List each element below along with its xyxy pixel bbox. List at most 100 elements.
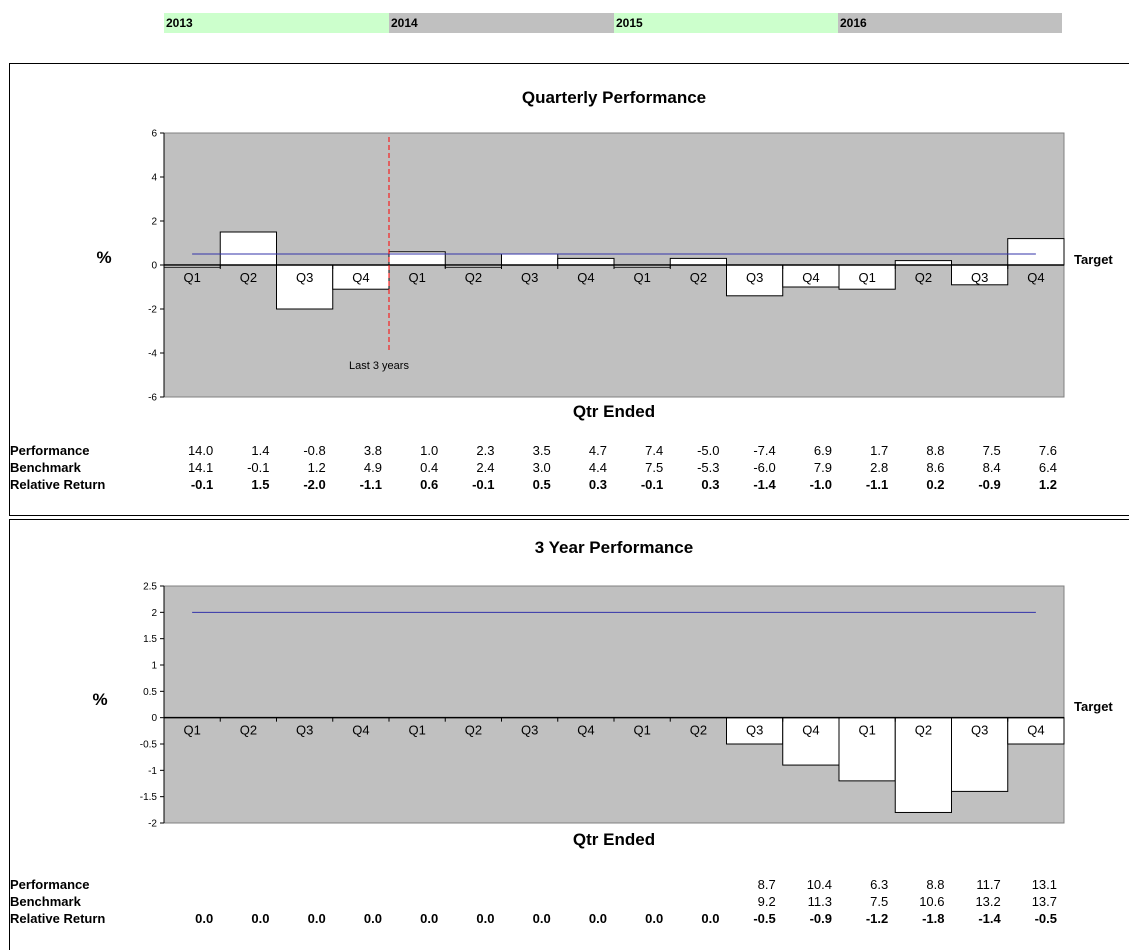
- x-tick-label: Q4: [577, 270, 594, 285]
- table-cell: 8.6: [926, 460, 945, 475]
- y-tick-label: -2: [148, 819, 157, 830]
- y-tick-label: 0.5: [143, 687, 157, 698]
- row-label: Performance: [10, 877, 90, 892]
- x-tick-label: Q3: [746, 270, 763, 285]
- y-tick-label: 2: [151, 608, 157, 619]
- table-cell: 1.2: [1038, 477, 1057, 492]
- bar: [838, 717, 896, 782]
- table-cell: -0.9: [978, 477, 1001, 492]
- row-label: Relative Return: [10, 477, 106, 492]
- table-cell: 6.9: [813, 443, 832, 458]
- chart-title: 3 Year Performance: [535, 538, 693, 557]
- table-cell: 4.9: [363, 460, 382, 475]
- row-label: Benchmark: [10, 894, 81, 909]
- x-tick-label: Q3: [746, 723, 763, 738]
- x-axis-label: Qtr Ended: [573, 830, 655, 849]
- x-tick-label: Q4: [802, 270, 819, 285]
- x-tick-label: Q3: [296, 723, 313, 738]
- quarterly-performance-chart: Quarterly Performance 6 4 2 0 -2 -4 -6% Q1 Q2 Q3 Q4…: [96, 88, 1113, 421]
- table-cell: -0.1: [190, 477, 214, 492]
- x-tick-label: Q4: [1027, 270, 1044, 285]
- table-cell: 6.4: [1038, 460, 1057, 475]
- x-tick-label: Q1: [408, 270, 425, 285]
- table-cell: 0.0: [363, 911, 382, 926]
- table-row: Performance 14.0 1.4 -0.8 3.8 1.0 2.3 3.5 4.7 7.4…: [10, 442, 1129, 459]
- table-cell: 6.3: [870, 877, 889, 892]
- x-tick-label: Q4: [352, 723, 369, 738]
- table-cell: 8.8: [926, 877, 945, 892]
- table-cell: 8.7: [757, 877, 776, 892]
- y-tick-label: -1: [148, 766, 157, 777]
- y-tick-label: 0: [151, 261, 157, 272]
- table-cell: 0.3: [588, 477, 607, 492]
- table-cell: 3.8: [363, 443, 382, 458]
- table-cell: 7.5: [870, 894, 889, 909]
- chart-title: Quarterly Performance: [522, 88, 706, 107]
- x-tick-label: Q1: [183, 723, 200, 738]
- table-cell: -7.4: [753, 443, 776, 458]
- x-tick-label: Q2: [690, 270, 707, 285]
- table-cell: 13.7: [1031, 894, 1057, 909]
- table-row: Relative Return -0.1 1.5 -2.0 -1.1 0.6 -0.1 0.5…: [10, 476, 1129, 493]
- y-tick-label: 4: [151, 173, 157, 184]
- table-cell: 13.2: [975, 894, 1001, 909]
- bar: [501, 253, 559, 266]
- table-cell: -0.1: [640, 477, 664, 492]
- x-tick-label: Q2: [915, 270, 932, 285]
- table-cell: -1.0: [809, 477, 832, 492]
- table-cell: 0.5: [532, 477, 551, 492]
- bar: [782, 717, 840, 766]
- table-cell: 10.6: [919, 894, 945, 909]
- y-tick-label: 0: [151, 713, 157, 724]
- year-cell-2013: 2013: [164, 13, 389, 33]
- table-cell: -0.5: [1034, 911, 1057, 926]
- table-cell: 1.4: [251, 443, 270, 458]
- x-tick-label: Q2: [465, 723, 482, 738]
- bar: [219, 231, 277, 266]
- x-tick-label: Q4: [802, 723, 819, 738]
- table-cell: 8.4: [982, 460, 1001, 475]
- y-axis-label: %: [96, 248, 111, 267]
- table-cell: -1.4: [978, 911, 1001, 926]
- table-cell: 14.1: [187, 460, 214, 475]
- target-label: Target: [1074, 699, 1113, 714]
- table-cell: -5.3: [697, 460, 720, 475]
- table-cell: 11.3: [807, 894, 832, 909]
- table-row: Benchmark 9.2 11.3 7.5 10.6 13.2 13.7: [10, 893, 1129, 910]
- y-axis-label: %: [92, 690, 107, 709]
- table-row: Performance 8.7 10.4 6.3 8.8 11.7 13.1: [10, 876, 1129, 893]
- year-header: 2013 2014 2015 2016: [164, 13, 1062, 33]
- x-tick-label: Q2: [690, 723, 707, 738]
- table-cell: 0.0: [588, 911, 607, 926]
- table-cell: 8.8: [926, 443, 945, 458]
- table-cell: 0.6: [420, 477, 439, 492]
- table-cell: 1.2: [307, 460, 326, 475]
- row-label: Performance: [10, 443, 90, 458]
- table-cell: -1.1: [359, 477, 382, 492]
- table-cell: 2.8: [870, 460, 889, 475]
- x-tick-label: Q1: [633, 270, 650, 285]
- x-tick-label: Q1: [858, 270, 875, 285]
- x-tick-label: Q3: [296, 270, 313, 285]
- table-row: Benchmark 14.1 -0.1 1.2 4.9 0.4 2.4 3.0 4.4 7.5 -5…: [10, 459, 1129, 476]
- x-axis-label: Qtr Ended: [573, 402, 655, 421]
- y-tick-label: -2: [148, 305, 157, 316]
- table-cell: -1.4: [753, 477, 776, 492]
- year-cell-2014: 2014: [389, 13, 614, 33]
- x-tick-label: Q4: [577, 723, 594, 738]
- table-cell: 13.1: [1031, 877, 1057, 892]
- table-cell: 0.0: [532, 911, 551, 926]
- table-cell: 10.4: [806, 877, 832, 892]
- x-tick-label: Q1: [183, 270, 200, 285]
- table-cell: 4.4: [588, 460, 607, 475]
- three-year-performance-panel: 3 Year Performance 2.5 2 1.5 1 0.5 0 -0.5 -1 -1.5…: [9, 519, 1129, 950]
- three-year-performance-chart: 3 Year Performance 2.5 2 1.5 1 0.5 0 -0.5 -1 -1.5…: [92, 538, 1113, 849]
- table-cell: 0.0: [476, 911, 495, 926]
- table-row: Relative Return 0.0 0.0 0.0 0.0 0.0 0.0 0.0 0.0 0…: [10, 910, 1129, 927]
- table-cell: -0.1: [472, 477, 495, 492]
- row-label: Benchmark: [10, 460, 81, 475]
- table-cell: -0.9: [809, 911, 832, 926]
- target-label: Target: [1074, 252, 1113, 267]
- y-tick-label: -0.5: [140, 740, 158, 751]
- x-tick-label: Q3: [971, 270, 988, 285]
